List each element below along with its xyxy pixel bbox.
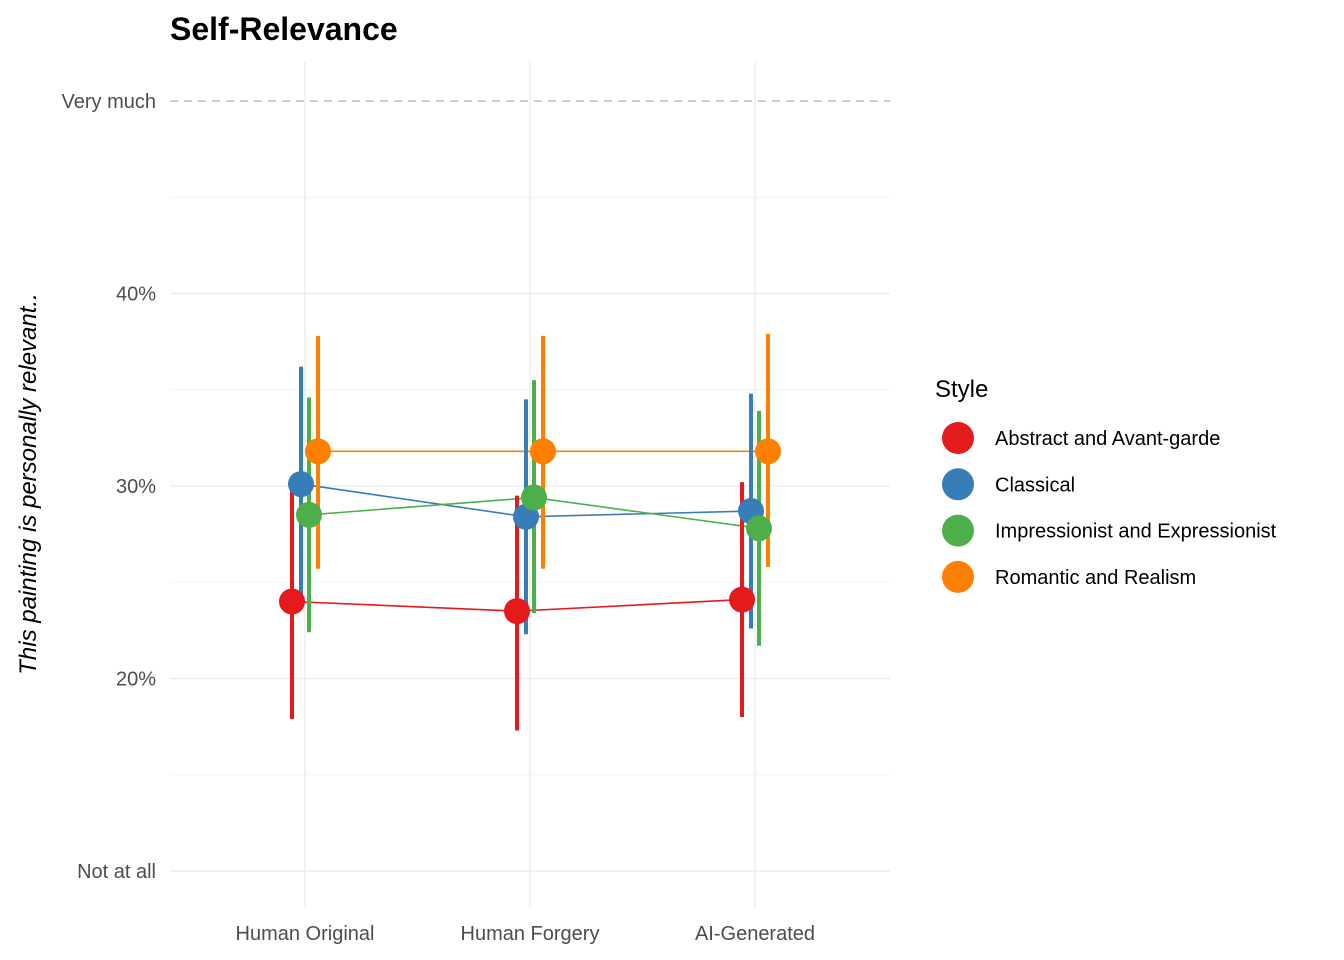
- data-point-romantic-and-realism: [530, 438, 556, 465]
- y-tick-label: 30%: [116, 476, 156, 498]
- legend-items: Abstract and Avant-garde Classical Impress…: [942, 422, 1277, 593]
- x-tick-label: Human Original: [236, 923, 375, 945]
- data-point-impressionist-and-expressionist: [746, 515, 772, 542]
- legend-key: [942, 468, 974, 501]
- y-tick-label: Not at all: [77, 861, 156, 883]
- series-points: [279, 438, 781, 625]
- y-axis-title: This painting is personally relevant..: [15, 293, 42, 675]
- data-point-abstract-and-avant-garde: [729, 586, 755, 613]
- legend-label: Romantic and Realism: [995, 567, 1196, 589]
- legend-item: Impressionist and Expressionist: [942, 514, 1277, 547]
- data-point-abstract-and-avant-garde: [504, 598, 530, 625]
- legend-key: [942, 560, 974, 593]
- legend-key: [942, 514, 974, 547]
- data-point-impressionist-and-expressionist: [521, 484, 547, 511]
- legend-title: Style: [935, 376, 988, 403]
- data-point-romantic-and-realism: [305, 438, 331, 465]
- x-axis-ticks: Human Original Human Forgery AI-Generated: [236, 923, 816, 945]
- legend-key: [942, 422, 974, 454]
- legend-item: Romantic and Realism: [942, 560, 1196, 593]
- y-tick-label: 40%: [116, 284, 156, 306]
- data-point-classical: [288, 471, 314, 498]
- data-point-impressionist-and-expressionist: [296, 501, 322, 528]
- legend-item: Abstract and Avant-garde: [942, 422, 1220, 454]
- legend-label: Classical: [995, 474, 1075, 496]
- data-point-romantic-and-realism: [755, 438, 781, 465]
- legend-label: Impressionist and Expressionist: [995, 521, 1277, 543]
- grid: [170, 62, 890, 908]
- legend-item: Classical: [942, 468, 1075, 501]
- x-tick-label: AI-Generated: [695, 923, 815, 945]
- x-tick-label: Human Forgery: [461, 923, 600, 945]
- legend: Style Abstract and Avant-garde Classical I…: [935, 376, 1277, 593]
- data-point-abstract-and-avant-garde: [279, 588, 305, 615]
- y-axis-ticks: Not at all 20% 30% 40% Very much: [62, 91, 157, 883]
- y-tick-label: 20%: [116, 669, 156, 691]
- y-tick-label: Very much: [62, 91, 156, 113]
- chart-title: Self-Relevance: [170, 11, 398, 47]
- legend-label: Abstract and Avant-garde: [995, 428, 1220, 450]
